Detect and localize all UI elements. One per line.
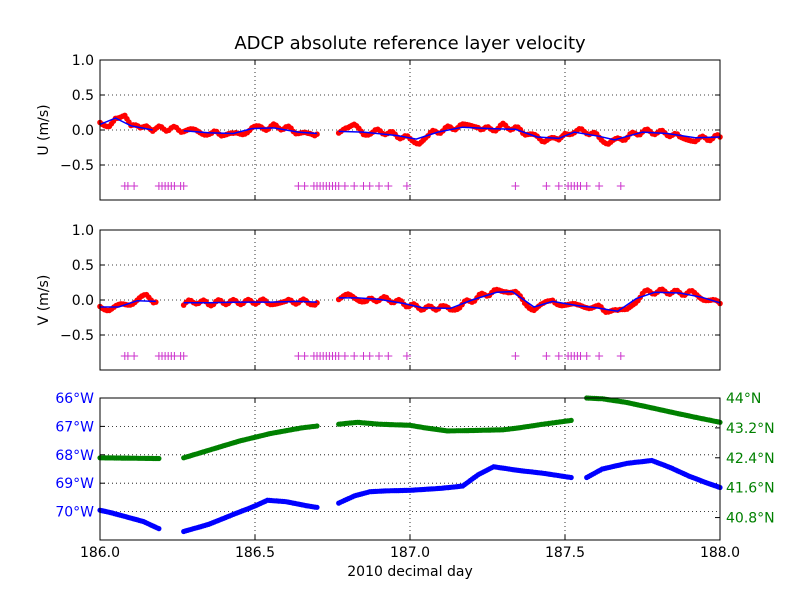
flagged-marker bbox=[375, 182, 383, 190]
axes-frame-position bbox=[99, 397, 721, 541]
flagged-marker bbox=[365, 182, 374, 190]
longitude-point bbox=[156, 526, 162, 532]
x-tick-label: 188.0 bbox=[700, 545, 740, 561]
y-tick-label: 0.5 bbox=[72, 258, 94, 274]
smoothed-line bbox=[99, 117, 153, 131]
flagged-marker bbox=[511, 182, 520, 190]
y-axis-label: V (m/s) bbox=[36, 275, 52, 326]
y-tick-label: −0.5 bbox=[60, 158, 94, 174]
right-y-tick-label: 44°N bbox=[726, 391, 761, 407]
flagged-marker bbox=[402, 352, 411, 360]
flagged-marker bbox=[595, 352, 604, 360]
flagged-marker bbox=[179, 182, 188, 190]
right-y-tick-label: 42.4°N bbox=[726, 451, 775, 467]
flagged-marker bbox=[384, 182, 393, 190]
y-tick-label: −0.5 bbox=[60, 328, 94, 344]
smoothed-line bbox=[183, 127, 318, 135]
flagged-marker bbox=[179, 352, 188, 360]
flagged-marker bbox=[616, 352, 625, 360]
smoothed-line bbox=[100, 299, 156, 308]
left-y-tick-label: 66°W bbox=[55, 391, 94, 407]
flagged-series-v bbox=[120, 352, 625, 360]
longitude-point bbox=[568, 474, 574, 481]
right-y-tick-label: 40.8°N bbox=[726, 511, 775, 527]
panel-u: −0.5 0.0 0.5 1.0 U (m/s) bbox=[36, 53, 723, 201]
x-tick-label: 187.0 bbox=[390, 545, 430, 561]
flagged-marker bbox=[340, 182, 349, 190]
flagged-marker bbox=[340, 352, 349, 360]
flagged-series-u bbox=[120, 182, 625, 190]
flagged-marker bbox=[365, 352, 374, 360]
flagged-marker bbox=[130, 352, 139, 360]
observed-point bbox=[153, 299, 159, 305]
y-tick-label: 1.0 bbox=[72, 53, 94, 69]
flagged-marker bbox=[300, 352, 309, 360]
smoothed-line bbox=[338, 290, 721, 312]
axes-frame-v bbox=[99, 229, 721, 371]
x-tick-label: 187.5 bbox=[545, 545, 585, 561]
latitude-point bbox=[568, 417, 574, 423]
x-axis-label: 2010 decimal day bbox=[347, 564, 472, 580]
plot-area-position bbox=[100, 398, 720, 540]
smoothed-line bbox=[338, 126, 721, 141]
left-y-tick-label: 70°W bbox=[55, 505, 94, 521]
flagged-marker bbox=[130, 182, 139, 190]
flagged-marker bbox=[375, 352, 383, 360]
flagged-marker bbox=[402, 182, 411, 190]
panel-v: −0.5 0.0 0.5 1.0 V (m/s) bbox=[36, 223, 723, 371]
y-axis-label: U (m/s) bbox=[36, 104, 52, 155]
y-tick-label: 0.0 bbox=[72, 293, 94, 309]
y-tick-label: 0.0 bbox=[72, 123, 94, 139]
left-y-tick-label: 68°W bbox=[55, 448, 94, 464]
right-y-tick-label: 41.6°N bbox=[726, 481, 775, 497]
panel-position: 186.0 186.5 187.0 187.5 188.0 2010 decimal da… bbox=[55, 391, 774, 580]
figure-title: ADCP absolute reference layer velocity bbox=[234, 33, 586, 54]
flagged-marker bbox=[554, 352, 563, 360]
left-y-tick-label: 67°W bbox=[55, 419, 94, 435]
observed-point bbox=[314, 131, 320, 137]
smoothed-line bbox=[183, 300, 318, 304]
latitude-point bbox=[314, 423, 320, 429]
flagged-marker bbox=[350, 352, 359, 360]
flagged-marker bbox=[384, 352, 393, 360]
x-tick-label: 186.5 bbox=[235, 545, 275, 561]
flagged-marker bbox=[582, 182, 591, 190]
flagged-marker bbox=[300, 182, 309, 190]
longitude-point bbox=[314, 504, 320, 510]
longitude-series bbox=[97, 457, 723, 535]
observed-point bbox=[314, 300, 320, 306]
left-y-tick-label: 69°W bbox=[55, 476, 94, 492]
y-tick-label: 1.0 bbox=[72, 223, 94, 239]
flagged-marker bbox=[511, 352, 520, 360]
flagged-marker bbox=[582, 352, 591, 360]
flagged-marker bbox=[595, 182, 604, 190]
right-y-tick-label: 43.2°N bbox=[726, 421, 775, 437]
latitude-point bbox=[156, 455, 162, 462]
smoothed-series-u bbox=[99, 117, 721, 141]
panels: −0.5 0.0 0.5 1.0 U (m/s) −0.5 0.0 0.5 1.0 V (m/s)… bbox=[36, 53, 775, 580]
flagged-marker bbox=[616, 182, 625, 190]
flagged-marker bbox=[350, 182, 359, 190]
y-tick-label: 0.5 bbox=[72, 88, 94, 104]
flagged-marker bbox=[542, 352, 551, 360]
x-tick-label: 186.0 bbox=[80, 545, 120, 561]
smoothed-series-v bbox=[100, 290, 721, 312]
axes-frame-u bbox=[99, 59, 721, 201]
flagged-marker bbox=[554, 182, 563, 190]
flagged-marker bbox=[542, 182, 551, 190]
